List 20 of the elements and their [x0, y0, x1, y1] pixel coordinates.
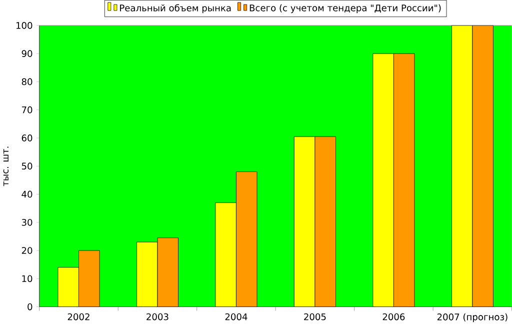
- y-tick-label: 90: [22, 50, 32, 57]
- x-tick-label: 2007 (прогноз): [437, 313, 508, 322]
- x-tick-label: 2006: [382, 313, 405, 320]
- y-tick-label: 20: [22, 246, 32, 254]
- y-tick-label: 100: [16, 22, 32, 29]
- y-tick-label: 50: [22, 162, 32, 170]
- x-tick-label: 2004: [225, 313, 248, 320]
- y-tick-label: 80: [22, 78, 32, 85]
- y-tick-label: 60: [22, 134, 32, 142]
- legend-label: Реальный объем рынка: [120, 4, 231, 13]
- y-tick-label: 0: [28, 303, 32, 310]
- y-tick-label: 70: [22, 106, 32, 114]
- x-tick-label: 2003: [146, 313, 168, 320]
- y-tick-label: 30: [22, 218, 32, 226]
- x-tick-label: 2002: [68, 313, 90, 320]
- y-tick-label: 40: [22, 190, 32, 198]
- legend-label: Всего (с учетом тендера "Дети России"): [250, 4, 441, 13]
- y-axis-title: тыс. шт.: [3, 146, 9, 186]
- y-tick-label: 10: [22, 274, 32, 282]
- x-tick-label: 2005: [304, 313, 326, 320]
